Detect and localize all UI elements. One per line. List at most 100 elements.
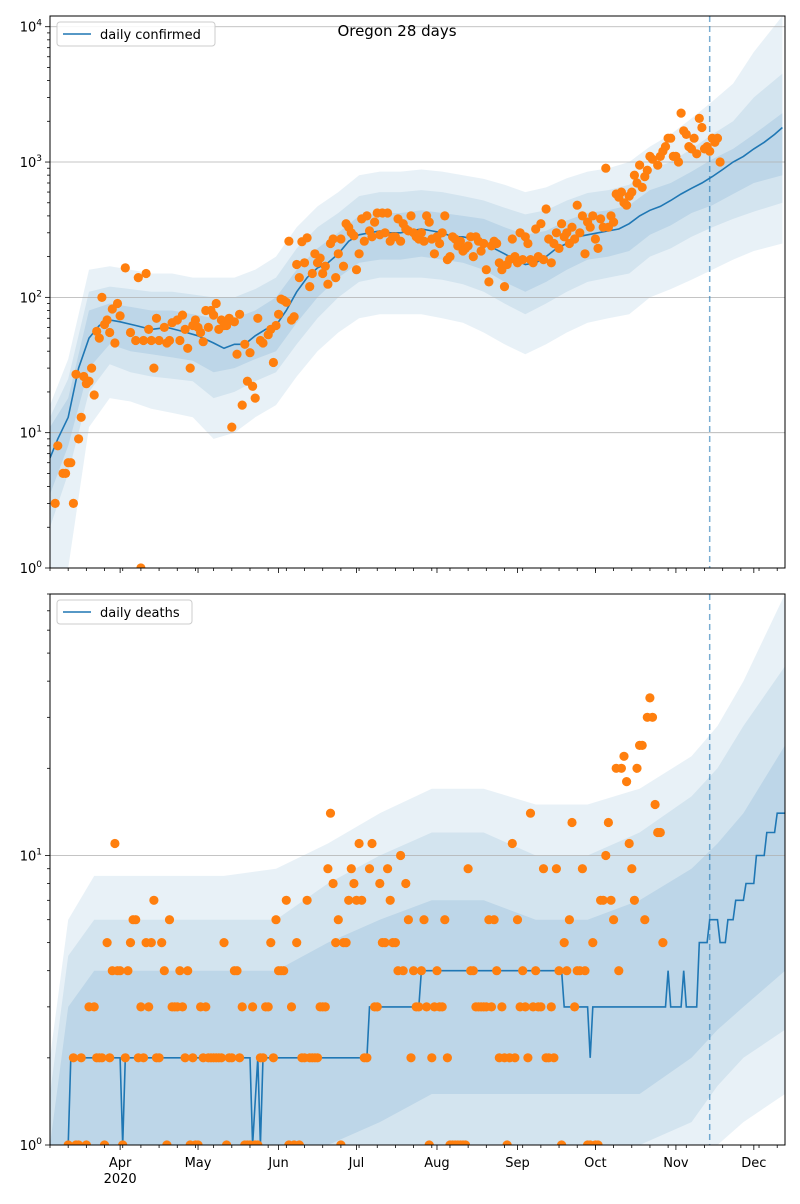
data-point — [463, 864, 473, 874]
x-tick-label: Apr — [109, 1156, 132, 1171]
data-point — [507, 838, 517, 849]
data-point — [136, 1002, 146, 1012]
confidence-band-inner — [50, 745, 785, 1145]
data-point — [390, 938, 400, 948]
data-point — [681, 129, 691, 139]
data-point — [336, 234, 346, 244]
data-point — [323, 279, 333, 289]
data-point — [102, 938, 112, 948]
legend-box — [56, 21, 216, 47]
data-point — [609, 915, 619, 925]
data-point — [274, 309, 284, 319]
data-point — [596, 214, 606, 224]
data-point — [499, 282, 510, 292]
data-point — [512, 915, 523, 925]
data-point — [676, 108, 686, 118]
data-point — [141, 268, 151, 279]
data-point — [494, 258, 504, 268]
data-point — [248, 381, 258, 391]
data-point — [432, 966, 442, 976]
data-point — [645, 693, 655, 703]
data-point — [154, 335, 164, 346]
data-point — [531, 966, 541, 976]
data-point — [258, 1053, 268, 1063]
data-point — [125, 938, 136, 948]
data-point — [481, 265, 491, 275]
data-point — [380, 938, 390, 948]
data-point — [318, 268, 328, 279]
legend: daily confirmed — [56, 21, 216, 47]
data-point — [406, 1053, 416, 1063]
data-point — [437, 1002, 447, 1012]
data-point — [354, 249, 364, 259]
data-point — [232, 966, 242, 976]
data-point — [227, 422, 237, 432]
data-point — [120, 263, 130, 273]
data-point — [159, 966, 169, 976]
chart-title: Oregon 28 days — [337, 22, 456, 40]
data-point — [74, 1140, 84, 1145]
data-point — [642, 165, 652, 175]
data-point — [266, 938, 276, 948]
data-point — [289, 312, 299, 322]
data-point — [81, 1140, 91, 1145]
data-point — [271, 320, 281, 331]
data-point — [180, 324, 190, 334]
data-point — [320, 1002, 330, 1012]
data-point — [281, 895, 291, 905]
data-point — [603, 817, 614, 828]
data-point — [66, 458, 76, 468]
x-tick-label: Oct — [584, 1156, 606, 1171]
data-point — [164, 915, 175, 925]
data-point — [712, 133, 723, 143]
panel-1-plot — [50, 16, 785, 568]
data-point — [325, 808, 336, 818]
data-point — [354, 838, 364, 849]
data-point — [333, 915, 343, 925]
data-point — [427, 1053, 437, 1063]
data-point — [97, 1053, 107, 1063]
x-tick-label: Jun — [267, 1156, 288, 1171]
data-point — [149, 363, 159, 373]
data-point — [424, 1140, 434, 1145]
data-point — [268, 357, 278, 368]
data-point — [538, 864, 549, 874]
data-point — [198, 337, 208, 347]
data-point — [263, 1002, 273, 1012]
data-point — [492, 238, 502, 249]
data-point — [209, 310, 219, 320]
data-point — [570, 1002, 580, 1012]
data-point — [559, 938, 569, 948]
data-point — [362, 211, 372, 221]
y-tick-label: 101 — [20, 847, 42, 864]
data-point — [338, 261, 349, 271]
data-point — [99, 1140, 110, 1145]
data-point — [222, 1140, 232, 1145]
data-point — [694, 113, 704, 123]
data-point — [271, 915, 281, 925]
data-point — [219, 938, 229, 948]
data-point — [463, 241, 473, 251]
data-point — [149, 895, 159, 905]
data-point — [429, 249, 439, 259]
data-point — [572, 200, 582, 210]
x-tick-label: May — [185, 1156, 212, 1171]
data-point — [546, 258, 556, 268]
data-point — [658, 938, 668, 948]
data-point — [125, 327, 136, 338]
confidence-band-middle — [50, 666, 785, 1145]
data-point — [619, 751, 629, 761]
data-point — [294, 273, 304, 283]
data-point — [196, 327, 206, 338]
data-point — [203, 322, 213, 332]
data-point — [650, 799, 660, 810]
data-point — [697, 122, 707, 133]
data-point — [479, 238, 489, 249]
data-point — [268, 1053, 278, 1063]
data-point — [105, 327, 115, 338]
data-point — [341, 938, 351, 948]
data-point — [593, 1140, 603, 1145]
data-point — [518, 966, 528, 976]
data-point — [115, 966, 125, 976]
